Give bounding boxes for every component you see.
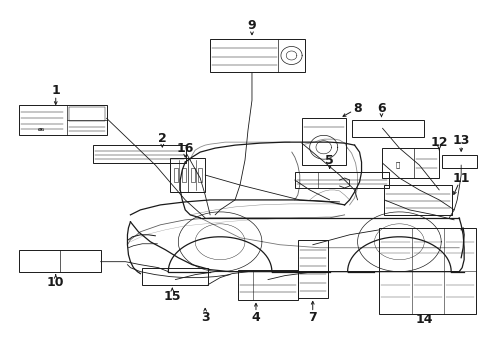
Bar xyxy=(191,168,195,182)
Bar xyxy=(238,270,298,300)
Text: 🚗: 🚗 xyxy=(395,161,400,168)
Bar xyxy=(143,268,208,285)
Bar xyxy=(93,145,186,163)
Bar xyxy=(69,107,104,121)
Text: ØG: ØG xyxy=(38,128,45,132)
Bar xyxy=(173,168,177,182)
Bar xyxy=(182,168,186,182)
Text: 12: 12 xyxy=(431,136,448,149)
Bar xyxy=(442,155,477,168)
Bar xyxy=(302,118,345,165)
Text: 5: 5 xyxy=(325,154,334,167)
Text: 6: 6 xyxy=(377,102,386,115)
Bar xyxy=(19,105,106,135)
Text: 1: 1 xyxy=(51,84,60,97)
Bar xyxy=(298,240,328,298)
Bar xyxy=(352,120,424,137)
Bar xyxy=(295,172,390,188)
Text: 8: 8 xyxy=(353,102,362,115)
Bar xyxy=(385,185,452,215)
Text: 3: 3 xyxy=(201,311,209,324)
Text: 10: 10 xyxy=(47,276,65,289)
Text: 7: 7 xyxy=(308,311,317,324)
Text: 16: 16 xyxy=(176,141,194,155)
Bar xyxy=(198,168,202,182)
Text: 9: 9 xyxy=(247,19,256,32)
Text: 11: 11 xyxy=(452,171,470,185)
Bar xyxy=(19,250,100,272)
Text: 13: 13 xyxy=(452,134,470,147)
Bar xyxy=(379,228,476,315)
Bar xyxy=(383,148,439,178)
Bar xyxy=(210,39,305,72)
Text: 14: 14 xyxy=(416,313,433,326)
Text: 15: 15 xyxy=(164,290,181,303)
Text: 2: 2 xyxy=(158,132,167,145)
Bar xyxy=(171,158,205,192)
Text: 4: 4 xyxy=(251,311,260,324)
